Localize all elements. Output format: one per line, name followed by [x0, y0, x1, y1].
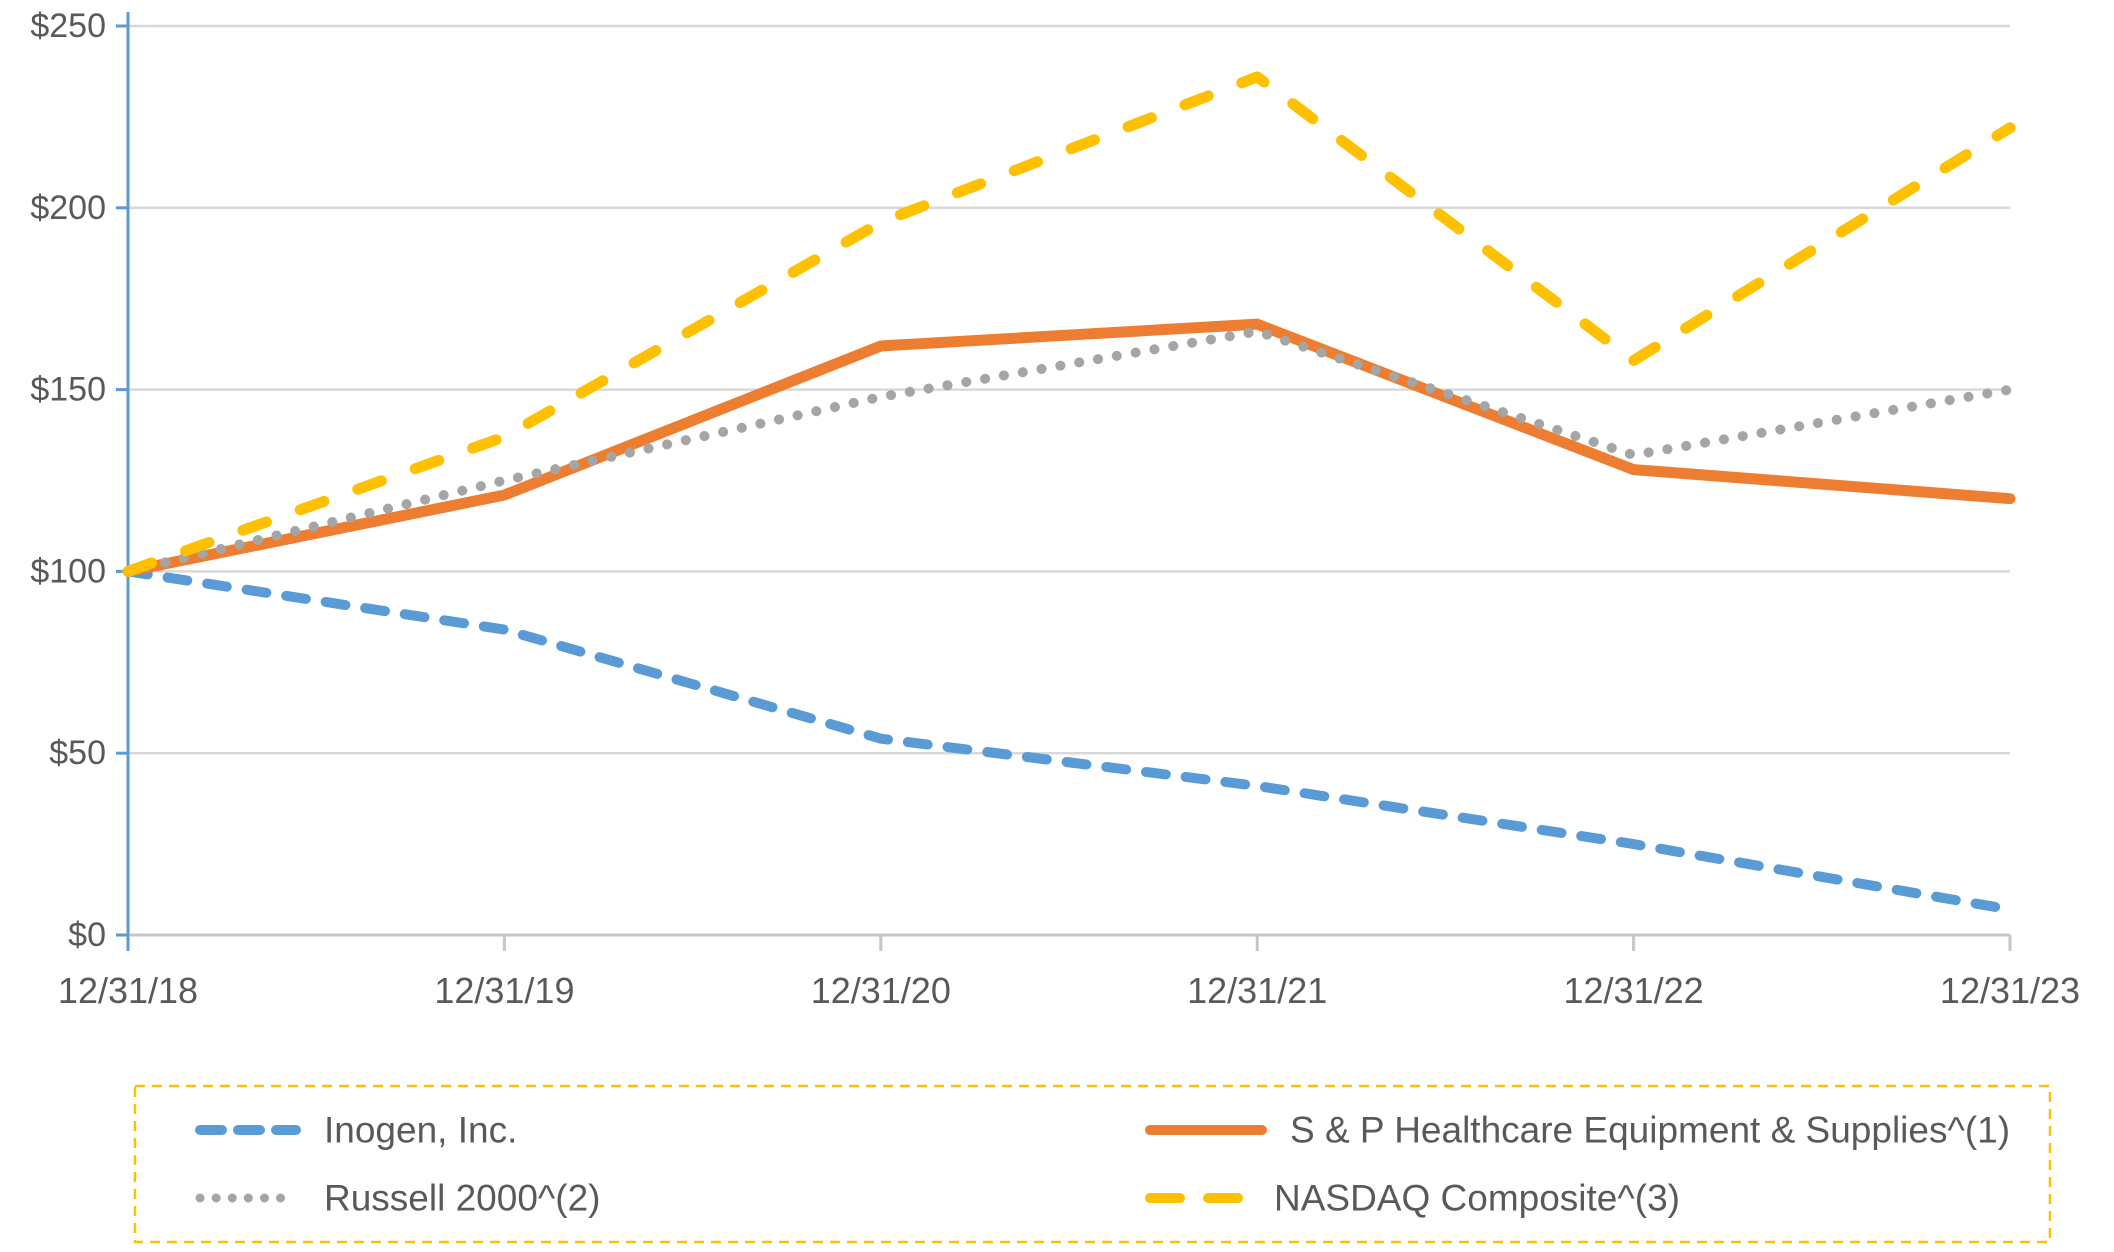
- legend-label-inogen-inc: Inogen, Inc.: [324, 1110, 517, 1151]
- legend-label-russell-2000-2: Russell 2000^(2): [324, 1178, 601, 1219]
- legend-label-nasdaq-composite-3: NASDAQ Composite^(3): [1274, 1178, 1680, 1219]
- x-axis-tick-label: 12/31/22: [1564, 970, 1704, 1011]
- series-line-inogen-inc: [123, 566, 2015, 915]
- y-axis-tick-label: $200: [30, 189, 106, 227]
- series-line-russell-2000-2: [123, 326, 2015, 577]
- y-axis-tick-label: $100: [30, 552, 106, 590]
- x-axis-tick-label: 12/31/18: [58, 970, 198, 1011]
- legend-label-s-p-healthcare-equipment-supplies-1: S & P Healthcare Equipment & Supplies^(1…: [1290, 1110, 2010, 1151]
- x-axis-tick-label: 12/31/19: [434, 970, 574, 1011]
- series-line-s-p-healthcare-equipment-supplies-1: [122, 318, 2016, 577]
- y-axis-tick-label: $250: [30, 7, 106, 45]
- x-axis-tick-label: 12/31/23: [1940, 970, 2080, 1011]
- y-axis-tick-label: $0: [68, 916, 106, 954]
- x-axis-tick-label: 12/31/20: [811, 970, 951, 1011]
- x-axis-tick-label: 12/31/21: [1187, 970, 1327, 1011]
- y-axis-tick-label: $50: [49, 734, 106, 772]
- series-line-nasdaq-composite-3: [122, 71, 2016, 577]
- legend-box: [133, 1084, 2052, 1244]
- y-axis-tick-label: $150: [30, 371, 106, 409]
